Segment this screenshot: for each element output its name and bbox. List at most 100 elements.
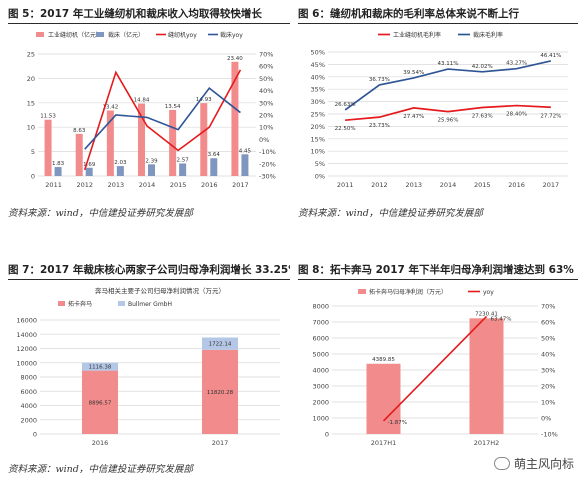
data-label: 27.72% [540,113,561,119]
y2-tick-label: 20% [259,112,273,120]
legend-swatch [358,289,366,294]
watermark-text: 萌主风向标 [513,457,574,471]
y-tick-label: 6000 [20,388,37,396]
y-tick-label: 7000 [312,319,329,327]
x-tick-label: 2012 [76,181,93,189]
y-tick-label: 0 [33,431,37,439]
y-tick-label: 10% [311,148,325,156]
legend-label: 拓卡奔马 [68,300,92,308]
y-tick-label: 2000 [312,399,329,407]
chart-title: 奔马相关主要子公司归母净利润情况（万元） [95,286,225,295]
legend-label: yoy [483,289,494,296]
data-label: 2.03 [114,160,127,166]
y2-tick-label: -10% [541,431,558,439]
y2-tick-label: 40% [541,351,555,359]
y-tick-label: 35% [311,86,325,94]
panel-fig8: 图 8：拓卡奔马 2017 年下半年归母净利润增速达到 63% 0 1000 200… [298,262,578,476]
data-label: 13.42 [102,105,118,111]
data-label: 3.64 [208,152,221,158]
source-note: 资料来源：wind，中信建投证券研究发展部 [8,208,193,219]
bar-sewing [44,119,52,176]
line-cutting-margin [344,60,552,111]
panel-fig5: 图 5：2017 年工业缝纫机和裁床收入均取得较快增长 0 5 10 15 20 25 -3… [8,6,290,226]
y-tick-label: 30% [311,98,325,106]
y-tick-label: 12000 [16,345,37,353]
x-tick-label: 2016 [92,439,109,447]
x-tick-label: 2017 [232,181,249,189]
y2-tick-label: 30% [259,99,273,107]
chart-fig7: 奔马相关主要子公司归母净利润情况（万元） 0 2000 4000 6000 8000 100… [16,286,280,447]
y-tick-label: 8000 [20,374,37,382]
legend-label: 裁床（亿元） [108,31,144,39]
data-label: 23.73% [369,123,390,129]
x-tick-label: 2013 [108,181,125,189]
y-tick-label: 15% [311,135,325,143]
x-tick-label: 2012 [371,181,388,189]
y-tick-label: 1000 [312,415,329,423]
x-tick-label: 2017H1 [371,439,397,447]
bar-sewing [169,109,177,176]
y2-tick-label: 10% [541,399,555,407]
y-tick-label: 8000 [312,303,329,311]
x-tick-label: 2015 [170,181,187,189]
y2-tick-label: 70% [541,303,555,311]
y2-tick-label: 50% [259,75,273,83]
chart-fig5: 0 5 10 15 20 25 -30% -20% -10% 0% 10% 20% 30% 40% 50% 6… [27,31,276,189]
y-tick-label: 4000 [312,367,329,375]
y2-tick-label: 70% [259,51,273,59]
panel-title: 图 8：拓卡奔马 2017 年下半年归母净利润增速达到 63% [298,262,578,280]
y2-tick-label: -10% [259,148,276,156]
y2-tick-label: 40% [259,87,273,95]
data-label: 1.69 [83,162,96,168]
data-label: 43.27% [506,61,527,67]
y2-tick-label: 0% [259,136,269,144]
bar-sewing [200,103,208,176]
y-tick-label: 10 [27,124,35,132]
x-tick-label: 2014 [440,181,457,189]
legend-swatch [118,301,125,306]
y-tick-label: 14000 [16,331,37,339]
legend-swatch [36,32,44,37]
y-tick-label: 10000 [16,359,37,367]
x-tick-label: 2016 [201,181,218,189]
data-label: 11820.28 [207,390,234,396]
bar-bullmer [202,337,238,350]
bar-bullmer [82,362,118,371]
y2-tick-label: -30% [259,173,276,181]
panel-title: 图 6：缝纫机和裁床的毛利率总体来说不断上行 [298,6,578,24]
chart-fig6: 0% 5% 10% 15% 20% 25% 30% 35% 40% 45% 50% 2011 2012 2… [311,31,568,189]
y-tick-label: 20 [27,75,35,83]
data-label: 46.41% [540,53,561,59]
y-tick-label: 3000 [312,383,329,391]
data-label: 25.96% [438,118,459,124]
y-tick-label: 25 [27,51,35,59]
y-tick-label: 50% [311,49,325,57]
legend-label: 工业缝纫机毛利率 [393,31,441,39]
y2-tick-label: 30% [541,367,555,375]
y-tick-label: 45% [311,61,325,69]
watermark: 萌主风向标 [490,454,577,473]
bar-profit [366,363,401,434]
y2-tick-label: -20% [259,160,276,168]
data-label: 2.57 [177,157,190,163]
legend-label: 裁床yoy [220,31,243,39]
line-sewing-yoy [83,69,242,171]
y-tick-label: 0 [325,431,329,439]
panel-title: 图 5：2017 年工业缝纫机和裁床收入均取得较快增长 [8,6,290,24]
x-tick-label: 2017 [543,181,560,189]
bar-cutting [210,158,218,176]
data-label: 7230.41 [475,311,498,317]
bar-sewing [106,110,114,176]
y-tick-label: 5 [31,148,35,156]
data-label: 14.84 [134,98,150,104]
line-cutting-yoy [84,87,241,150]
panel-title: 图 7：2017 年裁床核心两家子公司归母净利润增长 33.25% [8,262,290,280]
data-label: 8896.57 [89,400,112,406]
data-label: 2.39 [145,158,158,164]
y-tick-label: 15 [27,99,35,107]
x-tick-label: 2017 [212,439,229,447]
y-tick-label: 0 [31,173,35,181]
y2-tick-label: 60% [541,319,555,327]
line-sewing-margin [345,104,551,122]
x-tick-label: 2013 [405,181,422,189]
